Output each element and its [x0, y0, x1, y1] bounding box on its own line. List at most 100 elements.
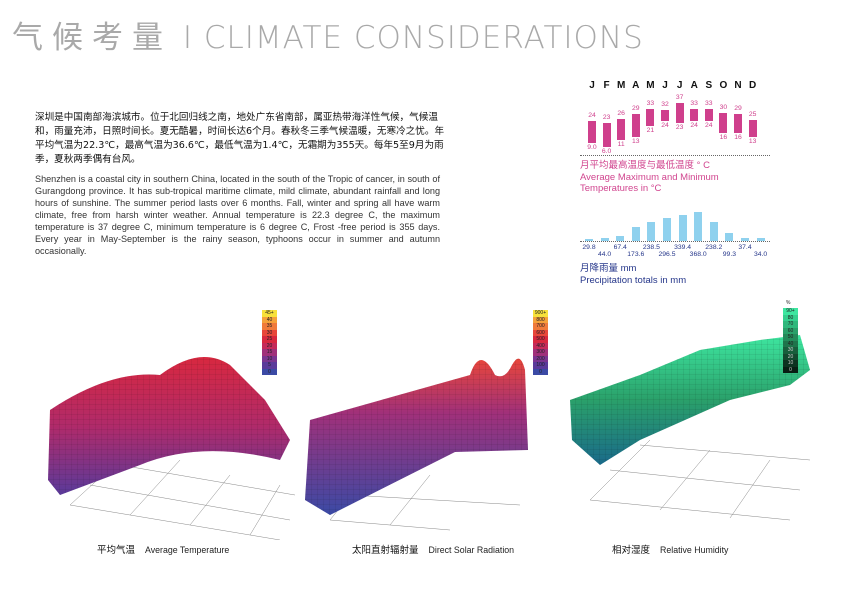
precipitation-caption: 月降雨量 mm Precipitation totals in mm — [580, 263, 686, 287]
surface-temperature — [48, 357, 296, 540]
month-label: F — [603, 80, 610, 91]
max-label: 33 — [690, 99, 698, 107]
legend-swatch: 60 — [783, 327, 798, 334]
precip-label: 296.5 — [658, 251, 676, 258]
legend-solar: 900+ 800 700 600 500 400 300 200 100 0 — [533, 310, 548, 375]
max-label: 29 — [632, 105, 640, 113]
intro-cn: 深圳是中国南部海滨城市。位于北回归线之南，地处广东省南部，属亚热带海洋性气候，气… — [35, 112, 445, 165]
precip-label: 37.4 — [738, 244, 752, 251]
caption-en: Average Temperature — [145, 545, 230, 555]
surface-solar — [305, 358, 528, 531]
min-label: 24 — [690, 122, 698, 130]
legend-humidity: 90+ 80 70 60 50 40 30 20 10 0 — [783, 308, 798, 373]
surface-humidity — [570, 335, 811, 521]
precip-bar — [631, 227, 640, 241]
legend-swatch: 300 — [533, 349, 548, 356]
legend-swatch: 500 — [533, 336, 548, 343]
legend-swatch: 800 — [533, 316, 548, 323]
surface-plots — [48, 335, 811, 540]
precip-label: 34.0 — [753, 251, 768, 258]
legend-swatch: 10 — [262, 355, 277, 362]
legend-swatch: 20 — [262, 342, 277, 349]
month-label: M — [617, 80, 626, 91]
temp-bar — [661, 110, 669, 122]
precip-label: 368.0 — [689, 251, 707, 258]
legend-swatch: 0 — [533, 368, 548, 375]
month-label: A — [632, 80, 640, 91]
precip-label: 67.4 — [613, 244, 627, 251]
caption-cn: 太阳直射辐射量 — [352, 545, 419, 556]
precip-label: 173.6 — [627, 251, 645, 258]
caption-solar: 太阳直射辐射量 Direct Solar Radiation — [352, 542, 514, 556]
temp-bar — [631, 114, 640, 138]
max-label: 25 — [748, 111, 757, 118]
legend-swatch: 10 — [783, 360, 798, 367]
max-label: 30 — [719, 103, 728, 111]
title-en: CLIMATE CONSIDERATIONS — [203, 20, 644, 56]
title-cn: 气候考量 — [12, 20, 172, 56]
legend-swatch: 200 — [533, 355, 548, 362]
max-label: 26 — [617, 109, 625, 117]
legend-swatch: 100 — [533, 362, 548, 369]
legend-swatch: 35 — [262, 323, 277, 330]
temp-bar — [602, 122, 611, 147]
legend-swatch: 20 — [783, 353, 798, 360]
precip-label: 99.3 — [722, 251, 736, 258]
precip-bar — [647, 222, 656, 241]
temp-bar — [675, 102, 684, 123]
min-label: 13 — [748, 138, 757, 146]
precip-bar — [709, 222, 718, 241]
caption-en: Relative Humidity — [660, 545, 729, 555]
legend-swatch: 700 — [533, 323, 548, 330]
legend-swatch: 50 — [783, 334, 798, 341]
temp-bar — [646, 108, 655, 126]
page-title: 气候考量 I CLIMATE CONSIDERATIONS — [12, 12, 644, 57]
precip-label: 44.0 — [597, 251, 612, 258]
max-label: 33 — [646, 99, 655, 107]
temp-bar — [704, 108, 713, 122]
month-label: J — [662, 80, 668, 91]
max-label: 37 — [675, 93, 684, 101]
month-label: S — [705, 80, 713, 91]
precip-label: 238.2 — [705, 244, 723, 251]
precip-bar — [616, 235, 625, 241]
legend-swatch: 70 — [783, 321, 798, 328]
precip-label: 238.5 — [642, 244, 660, 251]
temp-bar — [690, 108, 699, 122]
month-label: J — [589, 80, 595, 91]
min-label: 16 — [719, 133, 728, 141]
month-label: O — [719, 80, 728, 91]
legend-swatch: 600 — [533, 329, 548, 336]
temperature-title-en: Average Maximum and Minimum Temperatures… — [580, 171, 719, 195]
precipitation-baseline — [580, 241, 770, 242]
max-label: 32 — [661, 101, 669, 109]
temp-bar — [588, 121, 596, 143]
month-label: A — [690, 80, 698, 91]
legend-swatch: 5 — [262, 362, 277, 369]
precip-bar — [694, 212, 703, 241]
legend-swatch: 15 — [262, 349, 277, 356]
temp-bar — [734, 114, 742, 133]
legend-swatch: 25 — [262, 336, 277, 343]
max-label: 24 — [588, 112, 596, 120]
legend-swatch: 40 — [783, 340, 798, 347]
min-label: 13 — [632, 138, 640, 146]
precip-bar — [585, 238, 593, 241]
max-label: 23 — [602, 113, 611, 121]
min-label: 9.0 — [587, 143, 597, 151]
min-label: 23 — [675, 123, 684, 131]
temperature-baseline — [580, 155, 770, 156]
precip-bar — [756, 238, 765, 241]
title-separator: I — [182, 20, 194, 56]
legend-swatch: 45+ — [262, 310, 277, 317]
caption-temperature: 平均气温 Average Temperature — [97, 542, 229, 556]
temperature-title-cn: 月平均最高温度与最低温度 ° C — [580, 160, 710, 171]
caption-en: Direct Solar Radiation — [428, 545, 515, 555]
month-label: D — [748, 80, 757, 91]
precip-label: 339.4 — [674, 244, 692, 251]
min-label: 21 — [646, 126, 655, 134]
caption-humidity: 相对湿度 Relative Humidity — [612, 542, 728, 556]
legend-swatch: 0 — [262, 368, 277, 375]
legend-swatch: 30 — [783, 347, 798, 354]
legend-swatch: 90+ — [783, 308, 798, 315]
